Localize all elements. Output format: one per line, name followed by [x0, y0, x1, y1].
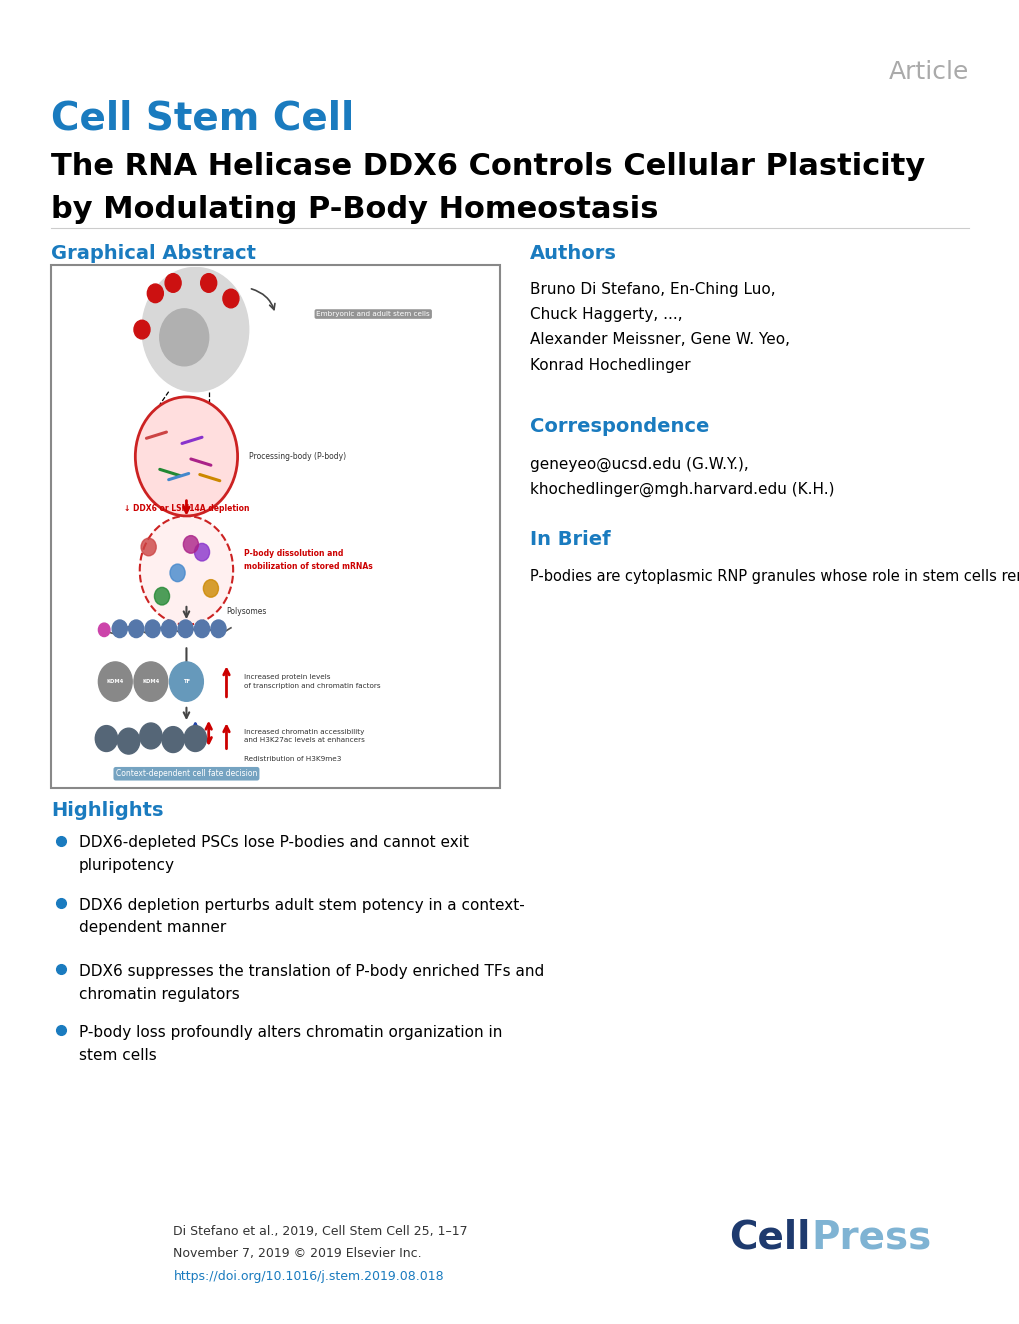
- Text: Highlights: Highlights: [51, 801, 163, 820]
- Text: Bruno Di Stefano, En-Ching Luo,
Chuck Haggerty, ...,
Alexander Meissner, Gene W.: Bruno Di Stefano, En-Ching Luo, Chuck Ha…: [530, 282, 790, 372]
- Text: Cell Stem Cell: Cell Stem Cell: [51, 99, 354, 138]
- Text: Cell: Cell: [729, 1219, 810, 1256]
- Text: DDX6 suppresses the translation of P-body enriched TFs and
chromatin regulators: DDX6 suppresses the translation of P-bod…: [78, 964, 543, 1002]
- Text: by Modulating P-Body Homeostasis: by Modulating P-Body Homeostasis: [51, 195, 658, 224]
- Text: Authors: Authors: [530, 244, 616, 262]
- Text: https://doi.org/10.1016/j.stem.2019.08.018: https://doi.org/10.1016/j.stem.2019.08.0…: [173, 1270, 443, 1283]
- Text: P-body loss profoundly alters chromatin organization in
stem cells: P-body loss profoundly alters chromatin …: [78, 1025, 501, 1063]
- Text: In Brief: In Brief: [530, 530, 610, 548]
- FancyBboxPatch shape: [51, 265, 499, 788]
- Text: DDX6-depleted PSCs lose P-bodies and cannot exit
pluripotency: DDX6-depleted PSCs lose P-bodies and can…: [78, 835, 468, 874]
- Text: DDX6 depletion perturbs adult stem potency in a context-
dependent manner: DDX6 depletion perturbs adult stem poten…: [78, 898, 524, 936]
- Text: geneyeo@ucsd.edu (G.W.Y.),
khochedlinger@mgh.harvard.edu (K.H.): geneyeo@ucsd.edu (G.W.Y.), khochedlinger…: [530, 457, 835, 498]
- Text: The RNA Helicase DDX6 Controls Cellular Plasticity: The RNA Helicase DDX6 Controls Cellular …: [51, 152, 924, 181]
- Text: Di Stefano et al., 2019, Cell Stem Cell 25, 1–17: Di Stefano et al., 2019, Cell Stem Cell …: [173, 1225, 468, 1238]
- Text: Graphical Abstract: Graphical Abstract: [51, 244, 256, 262]
- Text: Press: Press: [810, 1219, 930, 1256]
- Text: November 7, 2019 © 2019 Elsevier Inc.: November 7, 2019 © 2019 Elsevier Inc.: [173, 1247, 422, 1260]
- Text: Article: Article: [888, 60, 968, 83]
- Text: Correspondence: Correspondence: [530, 417, 709, 436]
- Text: P-bodies are cytoplasmic RNP granules whose role in stem cells remains largely e: P-bodies are cytoplasmic RNP granules wh…: [530, 569, 1019, 584]
